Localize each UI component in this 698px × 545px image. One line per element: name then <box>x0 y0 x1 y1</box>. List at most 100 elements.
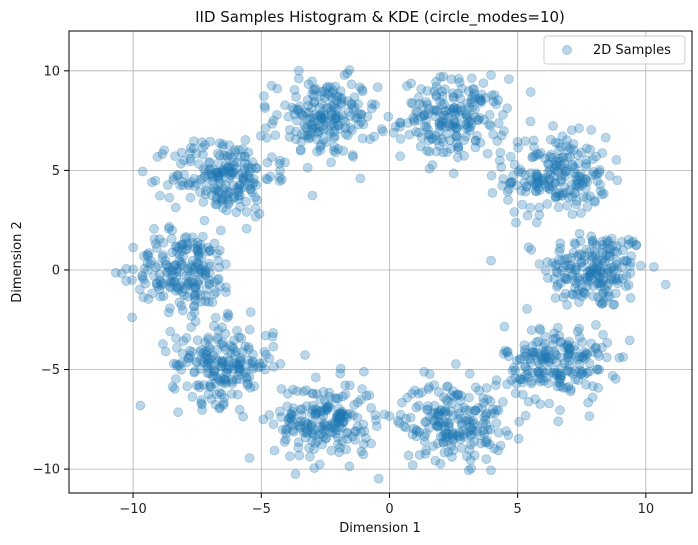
data-point <box>564 344 575 354</box>
data-point <box>402 118 413 128</box>
data-point <box>190 282 201 292</box>
data-point <box>583 266 593 277</box>
data-point <box>542 199 553 209</box>
data-point <box>411 424 422 435</box>
data-point <box>591 269 601 280</box>
data-point <box>329 121 340 131</box>
data-point <box>467 426 478 436</box>
data-point <box>592 364 603 374</box>
data-point <box>149 223 159 234</box>
data-point <box>228 364 239 375</box>
data-point <box>480 410 491 421</box>
data-point <box>168 276 179 287</box>
data-point <box>292 386 302 397</box>
data-point <box>203 389 214 400</box>
data-point <box>424 146 435 157</box>
data-point <box>604 170 615 181</box>
data-point <box>448 445 459 456</box>
data-point <box>413 115 424 125</box>
data-point <box>205 245 215 256</box>
data-point <box>239 163 250 174</box>
data-point <box>156 277 167 288</box>
data-point <box>333 403 344 414</box>
data-point <box>241 196 251 207</box>
data-point <box>465 414 476 425</box>
data-point <box>342 412 352 423</box>
data-point <box>447 427 458 438</box>
data-point <box>217 322 228 333</box>
data-point <box>223 364 234 375</box>
data-point <box>577 173 588 184</box>
data-point <box>220 374 230 385</box>
data-point <box>439 110 450 121</box>
data-point <box>603 266 614 277</box>
data-point <box>196 398 207 409</box>
data-point <box>534 185 545 196</box>
data-point <box>464 416 475 427</box>
data-point <box>442 381 453 392</box>
data-point <box>539 339 550 350</box>
data-point <box>213 255 224 266</box>
data-point <box>621 255 631 266</box>
data-point <box>304 442 315 453</box>
data-point <box>328 132 339 143</box>
data-point <box>321 433 332 444</box>
x-tick-label: −5 <box>252 502 271 517</box>
data-point <box>191 357 202 368</box>
data-point <box>554 246 565 257</box>
data-point <box>206 381 217 392</box>
data-point <box>482 424 493 435</box>
data-point <box>211 353 222 364</box>
data-point <box>553 416 564 427</box>
data-point <box>562 253 573 264</box>
data-point <box>171 359 182 370</box>
data-point <box>570 171 581 182</box>
data-point <box>204 279 215 290</box>
data-point <box>584 271 595 282</box>
data-point <box>287 102 298 113</box>
data-point <box>574 181 585 192</box>
data-point <box>233 359 244 370</box>
data-point <box>560 171 570 182</box>
data-point <box>592 255 602 266</box>
data-point <box>217 193 227 204</box>
data-point <box>452 123 463 134</box>
data-point <box>357 384 368 394</box>
data-point <box>426 133 437 144</box>
data-point <box>524 353 535 364</box>
data-point <box>529 142 539 152</box>
data-point <box>405 412 416 423</box>
data-point <box>617 273 628 284</box>
data-point <box>362 111 373 122</box>
data-point <box>307 190 318 201</box>
data-point <box>514 416 525 427</box>
data-point <box>623 239 634 250</box>
data-point <box>577 337 588 348</box>
data-point <box>218 397 229 408</box>
data-point <box>557 255 567 266</box>
data-point <box>204 368 215 379</box>
data-point <box>259 346 270 357</box>
data-point <box>237 167 248 178</box>
data-point <box>217 356 228 366</box>
data-point <box>431 81 442 92</box>
data-point <box>448 121 459 131</box>
data-point <box>560 254 570 264</box>
data-point <box>555 278 566 288</box>
data-point <box>493 95 504 105</box>
data-point <box>167 270 178 281</box>
data-point <box>423 135 434 146</box>
data-point <box>190 289 201 300</box>
data-point <box>418 110 429 121</box>
data-point <box>578 351 588 362</box>
data-point <box>461 110 472 121</box>
data-point <box>306 420 317 430</box>
data-point <box>532 173 543 184</box>
data-point <box>543 378 554 389</box>
data-point <box>430 130 441 141</box>
data-point <box>388 127 399 138</box>
data-point <box>171 342 182 353</box>
data-point <box>238 174 249 185</box>
data-point <box>186 311 197 322</box>
data-point <box>518 374 528 385</box>
